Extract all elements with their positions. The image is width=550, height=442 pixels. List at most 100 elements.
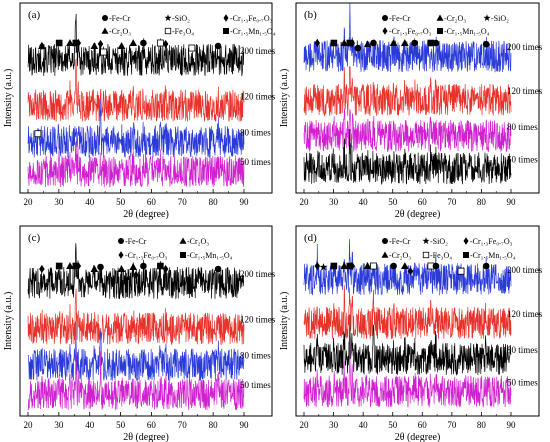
triangle-peak-marker-icon bbox=[129, 39, 138, 47]
square-peak-marker-icon bbox=[55, 39, 63, 47]
circle-peak-marker-icon bbox=[390, 262, 397, 270]
x-tick-label: 90 bbox=[507, 420, 517, 430]
series-label: 120 times bbox=[507, 86, 543, 96]
diamond-peak-marker-icon bbox=[75, 261, 82, 271]
diamond-peak-marker-icon bbox=[349, 261, 355, 271]
square-peak-marker-icon bbox=[157, 262, 164, 270]
diamond-peak-marker-icon bbox=[97, 39, 104, 49]
series-label: 50 times bbox=[507, 154, 538, 164]
diamond-marker-icon bbox=[223, 14, 229, 22]
circle-peak-marker-icon bbox=[432, 262, 440, 270]
series-label: 200 times bbox=[507, 42, 543, 52]
legend-label: -Cr₁.₃Fe₀.₇O₃ bbox=[125, 251, 168, 260]
x-tick-label: 70 bbox=[447, 197, 457, 207]
triangle-peak-marker-icon bbox=[66, 262, 74, 270]
circle-peak-marker-icon bbox=[482, 40, 490, 48]
x-tick-label: 70 bbox=[447, 420, 457, 430]
plot-frame bbox=[19, 225, 273, 417]
legend: -Fe-Cr -Cr₂O₃ -SiO₂ -Cr₁.₃Fe₀.₇O₃ -Cr₁.₅Mn₁.… bbox=[382, 14, 509, 36]
diamond-peak-marker-icon bbox=[162, 39, 169, 49]
star-marker-icon bbox=[422, 237, 430, 245]
legend-label: -SiO₂ bbox=[491, 14, 509, 23]
square-peak-marker-icon bbox=[55, 262, 63, 270]
x-tick-label: 60 bbox=[418, 197, 428, 207]
x-axis-label: 2θ (degree) bbox=[123, 209, 169, 220]
x-tick-label: 30 bbox=[329, 420, 339, 430]
triangle-peak-marker-icon bbox=[340, 262, 349, 270]
legend-item: -Cr₁.₅Mn₁.₅O₄ bbox=[463, 251, 516, 260]
legend-item: -Fe₃O₄ bbox=[422, 251, 452, 260]
legend-item: -Cr₁.₃Fe₀.₇O₃ bbox=[118, 251, 168, 260]
legend-item: -Cr₁.₃Fe₀.₇O₃ bbox=[382, 27, 432, 36]
series-label: 80 times bbox=[240, 351, 271, 361]
legend-item: -Cr₂O₃ bbox=[436, 14, 466, 23]
circle-marker-icon bbox=[118, 238, 124, 244]
triangle-marker-icon bbox=[436, 14, 444, 21]
x-tick-label: 50 bbox=[116, 197, 126, 207]
circle-peak-marker-icon bbox=[354, 44, 362, 52]
x-axis-label: 2θ (degree) bbox=[395, 209, 441, 220]
legend: -Fe-Cr -Cr₂O₃ -Cr₁.₃Fe₀.₇O₃ -Cr₁.₅Mn₁.₅O₄ bbox=[118, 237, 233, 260]
x-tick-label: 60 bbox=[418, 420, 428, 430]
legend-item: -Cr₂O₃ bbox=[101, 27, 131, 36]
triangle-peak-marker-icon bbox=[340, 39, 349, 47]
series-line bbox=[303, 3, 512, 73]
legend-item: -SiO₂ bbox=[164, 14, 190, 23]
panel-c: (c) -Fe-Cr -Cr₂O₃ -Cr₁.₃Fe₀.₇O₃ -Cr₁.₅Mn₁.₅O… bbox=[3, 225, 276, 442]
legend-label: -Cr₁.₅Mn₁.₅O₄ bbox=[230, 27, 276, 36]
square-peak-marker-icon bbox=[427, 39, 435, 47]
panel-label: (a) bbox=[28, 9, 41, 21]
x-tick-label: 80 bbox=[209, 420, 219, 430]
x-tick-label: 20 bbox=[24, 197, 34, 207]
legend-label: -Cr₁.₅Mn₁.₅O₄ bbox=[444, 27, 490, 36]
x-tick-label: 50 bbox=[388, 420, 398, 430]
series-line bbox=[303, 284, 512, 340]
circle-peak-marker-icon bbox=[97, 263, 104, 271]
legend-label: -Fe-Cr bbox=[109, 14, 131, 23]
circle-peak-marker-icon bbox=[370, 39, 377, 47]
legend-item: -Fe-Cr bbox=[382, 237, 411, 246]
series-label: 50 times bbox=[507, 377, 538, 387]
x-tick-label: 90 bbox=[240, 197, 250, 207]
series-line bbox=[27, 321, 245, 381]
legend-label: -Fe₃O₄ bbox=[172, 27, 194, 36]
triangle-peak-marker-icon bbox=[400, 39, 409, 47]
y-axis-label: Intensity (a.u.) bbox=[3, 69, 14, 128]
triangle-peak-marker-icon bbox=[90, 265, 99, 273]
diamond-marker-icon bbox=[382, 27, 388, 35]
legend-label: -Cr₁.₃Fe₀.₇O₃ bbox=[470, 237, 513, 246]
series-line bbox=[303, 314, 512, 376]
legend-label: -Cr₂O₃ bbox=[109, 27, 131, 36]
diamond-peak-marker-icon bbox=[162, 264, 169, 274]
series-label: 50 times bbox=[240, 380, 271, 390]
legend-item: -Cr₁.₃Fe₀.₇O₃ bbox=[463, 237, 513, 246]
x-axis-label: 2θ (degree) bbox=[123, 432, 169, 442]
legend-label: -Fe-Cr bbox=[389, 237, 411, 246]
triangle-peak-marker-icon bbox=[66, 39, 74, 47]
x-tick-label: 40 bbox=[85, 197, 95, 207]
square-peak-marker-icon bbox=[330, 262, 338, 270]
diamond-peak-marker-icon bbox=[314, 261, 321, 271]
series-label: 200 times bbox=[507, 265, 543, 275]
series-line bbox=[27, 289, 245, 346]
series-label: 120 times bbox=[240, 315, 276, 325]
series-line bbox=[303, 129, 512, 186]
x-tick-label: 90 bbox=[240, 420, 250, 430]
diamond-peak-marker-icon bbox=[75, 38, 82, 48]
triangle-marker-icon bbox=[101, 27, 109, 34]
series-label: 120 times bbox=[240, 92, 276, 102]
x-tick-label: 80 bbox=[477, 420, 487, 430]
x-axis-label: 2θ (degree) bbox=[395, 432, 441, 442]
x-tick-label: 20 bbox=[300, 197, 310, 207]
diamond-peak-marker-icon bbox=[407, 267, 414, 276]
triangle-peak-marker-icon bbox=[117, 265, 126, 273]
circle-peak-marker-icon bbox=[214, 265, 222, 273]
circle-marker-icon bbox=[382, 15, 388, 21]
triangle-peak-marker-icon bbox=[90, 42, 99, 50]
x-tick-label: 80 bbox=[209, 197, 219, 207]
open-square-peak-marker-icon bbox=[34, 130, 42, 138]
legend-item: -Fe₃O₄ bbox=[164, 27, 194, 36]
triangle-peak-marker-icon bbox=[400, 262, 409, 270]
circle-peak-marker-icon bbox=[482, 262, 490, 270]
